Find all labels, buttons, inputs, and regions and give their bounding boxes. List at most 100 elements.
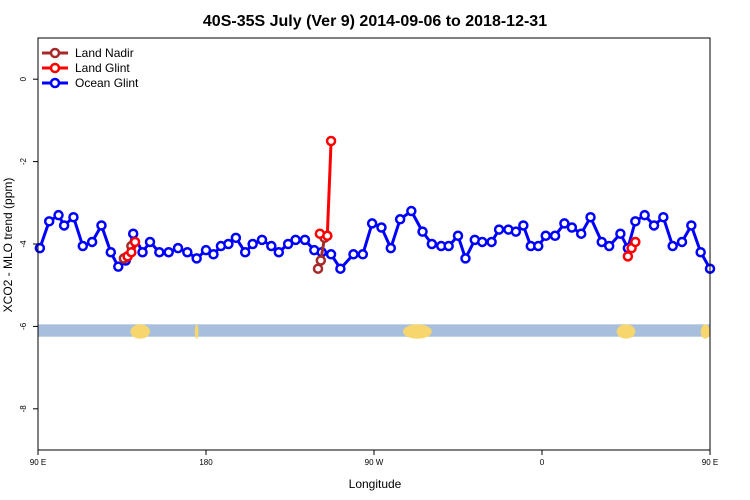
data-point-ocean-glint — [53, 209, 64, 221]
data-point-ocean-glint — [566, 222, 578, 233]
data-point-land-glint — [630, 236, 641, 248]
y-tick-label: -4 — [19, 240, 28, 248]
data-point-ocean-glint — [325, 249, 337, 260]
data-point-ocean-glint — [86, 236, 98, 248]
legend-item-ocean-glint: Ocean Glint — [42, 76, 139, 90]
legend-item-land-nadir: Land Nadir — [42, 46, 134, 60]
y-tick-label: -6 — [19, 322, 28, 330]
series-ocean-glint — [34, 205, 716, 274]
data-point-ocean-glint — [486, 236, 497, 248]
data-point-ocean-glint — [366, 218, 378, 229]
data-point-ocean-glint — [154, 246, 165, 258]
y-tick-label: -2 — [19, 157, 28, 165]
land-patch — [194, 324, 199, 339]
data-point-ocean-glint — [256, 234, 268, 246]
legend-marker — [49, 77, 61, 89]
legend-label: Land Nadir — [75, 46, 134, 60]
data-point-ocean-glint — [540, 230, 551, 242]
data-point-land-nadir — [312, 263, 324, 274]
data-point-ocean-glint — [417, 226, 428, 237]
data-point-ocean-glint — [376, 222, 387, 233]
data-point-ocean-glint — [335, 263, 346, 274]
data-point-ocean-glint — [137, 246, 148, 258]
legend-marker — [49, 62, 61, 74]
data-point-ocean-glint — [686, 220, 697, 231]
legend-marker — [49, 47, 61, 59]
data-point-ocean-glint — [575, 228, 587, 239]
land-patch — [402, 324, 432, 339]
data-point-ocean-glint — [585, 211, 596, 223]
land-patch — [130, 324, 150, 339]
data-point-ocean-glint — [163, 246, 174, 258]
data-point-ocean-glint — [208, 249, 219, 260]
data-point-ocean-glint — [549, 230, 561, 242]
data-point-ocean-glint — [477, 236, 488, 248]
axes: 90 E 180 90 W 0 90 E 0 -2 -4 -6 -8 — [19, 76, 718, 467]
x-tick-label: 90 E — [30, 458, 46, 467]
data-point-ocean-glint — [596, 236, 607, 248]
data-point-land-nadir — [315, 255, 327, 266]
data-point-ocean-glint — [639, 209, 650, 221]
data-point-ocean-glint — [96, 220, 107, 231]
land-patch — [616, 324, 636, 339]
data-point-ocean-glint — [191, 253, 202, 264]
data-point-ocean-glint — [676, 236, 688, 248]
data-point-ocean-glint — [695, 246, 706, 258]
data-point-ocean-glint — [68, 211, 79, 223]
data-point-ocean-glint — [58, 220, 70, 231]
series-line-land-glint — [319, 140, 333, 238]
x-tick-label: 90 W — [365, 458, 384, 467]
data-point-ocean-glint — [43, 216, 55, 227]
data-point-ocean-glint — [77, 240, 89, 252]
data-point-ocean-glint — [200, 244, 212, 256]
series-land-glint — [122, 135, 641, 262]
data-point-ocean-glint — [518, 220, 529, 231]
data-point-ocean-glint — [290, 234, 301, 246]
data-point-ocean-glint — [630, 216, 641, 227]
data-point-land-glint — [129, 236, 141, 248]
data-point-ocean-glint — [615, 228, 626, 239]
chart-title: 40S-35S July (Ver 9) 2014-09-06 to 2018-… — [203, 13, 547, 30]
data-point-land-glint — [622, 251, 634, 262]
x-tick-label: 90 E — [702, 458, 718, 467]
series-layer — [34, 135, 716, 274]
data-point-land-glint — [325, 135, 337, 147]
x-axis-label: Longitude — [349, 477, 402, 491]
data-point-ocean-glint — [603, 240, 615, 252]
data-point-ocean-glint — [426, 238, 438, 250]
data-point-ocean-glint — [385, 242, 397, 254]
data-point-ocean-glint — [357, 249, 369, 260]
data-point-ocean-glint — [443, 240, 454, 252]
y-tick-label: 0 — [19, 76, 28, 81]
data-point-ocean-glint — [406, 205, 417, 217]
data-point-ocean-glint — [144, 236, 156, 248]
data-point-ocean-glint — [282, 238, 294, 250]
ocean-band — [38, 324, 710, 337]
data-point-ocean-glint — [172, 242, 184, 254]
legend-label: Land Glint — [75, 61, 130, 75]
data-point-ocean-glint — [460, 253, 471, 264]
land-sea-band — [38, 324, 710, 339]
data-point-land-glint — [126, 246, 137, 258]
data-point-ocean-glint — [266, 240, 277, 252]
data-point-ocean-glint — [394, 214, 406, 225]
data-point-ocean-glint — [667, 240, 678, 252]
data-point-ocean-glint — [113, 261, 124, 272]
y-axis-label: XCO2 - MLO trend (ppm) — [1, 178, 15, 313]
data-point-ocean-glint — [34, 242, 46, 254]
data-point-ocean-glint — [182, 246, 193, 258]
legend-label: Ocean Glint — [75, 76, 139, 90]
x-tick-label: 180 — [199, 458, 213, 467]
data-point-ocean-glint — [648, 220, 660, 231]
data-point-ocean-glint — [299, 234, 311, 246]
data-point-ocean-glint — [223, 238, 234, 250]
data-point-ocean-glint — [510, 226, 522, 237]
data-point-ocean-glint — [452, 230, 464, 242]
data-point-ocean-glint — [247, 238, 258, 250]
data-point-ocean-glint — [230, 232, 242, 244]
land-patch — [700, 324, 710, 339]
data-point-land-glint — [322, 230, 333, 242]
legend-item-land-glint: Land Glint — [42, 61, 130, 75]
